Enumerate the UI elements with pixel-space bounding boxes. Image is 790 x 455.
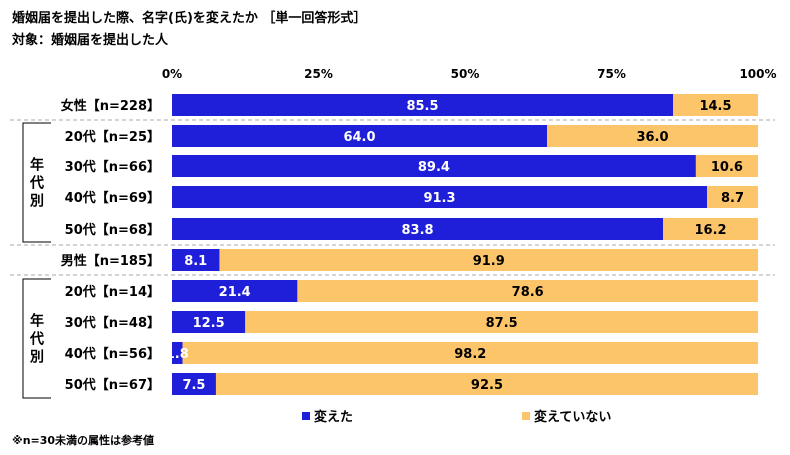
x-axis-ticks: 0% 25% 50% 75% 100% <box>162 67 777 81</box>
legend-label-not-changed: 変えていない <box>534 409 611 425</box>
value-label-changed: 83.8 <box>401 223 433 238</box>
bar-changed <box>172 373 216 395</box>
bar-changed <box>172 186 708 208</box>
bar-changed <box>172 125 548 147</box>
tick-label: 25% <box>304 67 333 81</box>
category-label: 30代【n=66】 <box>65 159 160 175</box>
value-label-changed: 89.4 <box>418 160 450 175</box>
bar-not-changed <box>219 249 758 271</box>
value-label-changed: 1.8 <box>166 347 189 362</box>
value-label-changed: 7.5 <box>182 378 205 393</box>
value-label-not-changed: 91.9 <box>473 254 505 269</box>
bar-changed <box>172 342 183 364</box>
value-label-not-changed: 8.7 <box>721 191 744 206</box>
bar-not-changed <box>695 155 758 177</box>
group-label-char: 別 <box>29 194 44 210</box>
value-label-changed: 12.5 <box>193 316 225 331</box>
legend: 変えた 変えていない <box>302 409 611 425</box>
category-label: 50代【n=68】 <box>65 222 160 238</box>
bar-not-changed <box>182 342 759 364</box>
category-label: 男性【n=185】 <box>61 253 160 269</box>
category-label: 50代【n=67】 <box>65 377 160 393</box>
value-label-changed: 91.3 <box>423 191 455 206</box>
value-label-changed: 64.0 <box>343 130 375 145</box>
bar-not-changed <box>245 311 758 333</box>
bar-changed <box>172 218 664 240</box>
footnote: ※n=30未満の属性は参考値 <box>12 433 154 447</box>
group-label-char: 年 <box>30 157 44 174</box>
category-label: 20代【n=14】 <box>65 284 160 300</box>
bar-not-changed <box>547 125 758 147</box>
category-label: 女性【n=228】 <box>61 98 160 114</box>
tick-label: 75% <box>597 67 626 81</box>
group-bracket <box>22 122 51 243</box>
bar-changed <box>172 249 220 271</box>
legend-label-changed: 変えた <box>314 409 353 425</box>
value-label-changed: 21.4 <box>219 285 251 300</box>
legend-swatch-not-changed <box>522 412 530 420</box>
value-label-not-changed: 16.2 <box>694 223 726 238</box>
bar-not-changed <box>297 280 758 302</box>
chart-subtitle: 対象：婚姻届を提出した人 <box>11 32 169 48</box>
value-label-not-changed: 36.0 <box>636 130 668 145</box>
group-label-char: 代 <box>29 331 44 348</box>
category-label: 20代【n=25】 <box>65 129 160 145</box>
chart-title: 婚姻届を提出した際、名字(氏)を変えたか ［単一回答形式］ <box>12 10 366 26</box>
bar-changed <box>172 94 674 116</box>
value-label-not-changed: 14.5 <box>699 99 731 114</box>
value-label-not-changed: 10.6 <box>711 160 743 175</box>
category-labels: 女性【n=228】 20代【n=25】 30代【n=66】 40代【n=69】 50代【… <box>61 98 160 393</box>
group-bracket <box>22 278 51 399</box>
bar-not-changed <box>215 373 758 395</box>
group-label-char: 年 <box>30 313 44 330</box>
tick-label: 50% <box>451 67 480 81</box>
bar-changed <box>172 280 298 302</box>
value-label-not-changed: 87.5 <box>486 316 518 331</box>
value-label-not-changed: 98.2 <box>454 347 486 362</box>
bar-not-changed <box>663 218 758 240</box>
bars <box>172 94 759 395</box>
bar-not-changed <box>673 94 758 116</box>
bar-changed <box>172 311 246 333</box>
group-label-char: 代 <box>29 175 44 192</box>
value-label-changed: 8.1 <box>184 254 207 269</box>
value-label-not-changed: 78.6 <box>512 285 544 300</box>
category-label: 30代【n=48】 <box>65 315 160 331</box>
value-label-not-changed: 92.5 <box>471 378 503 393</box>
tick-label: 0% <box>162 67 182 81</box>
category-label: 40代【n=56】 <box>65 346 160 362</box>
value-label-changed: 85.5 <box>406 99 438 114</box>
category-label: 40代【n=69】 <box>65 190 160 206</box>
tick-label: 100% <box>739 67 776 81</box>
bar-value-labels: 85.5 14.5 64.0 36.0 89.4 10.6 91.3 8.7 83.8 16.2 8… <box>166 99 744 393</box>
bar-changed <box>172 155 696 177</box>
bar-not-changed <box>707 186 758 208</box>
group-label-char: 別 <box>29 350 44 366</box>
legend-swatch-changed <box>302 412 310 420</box>
row-dividers <box>10 119 775 276</box>
